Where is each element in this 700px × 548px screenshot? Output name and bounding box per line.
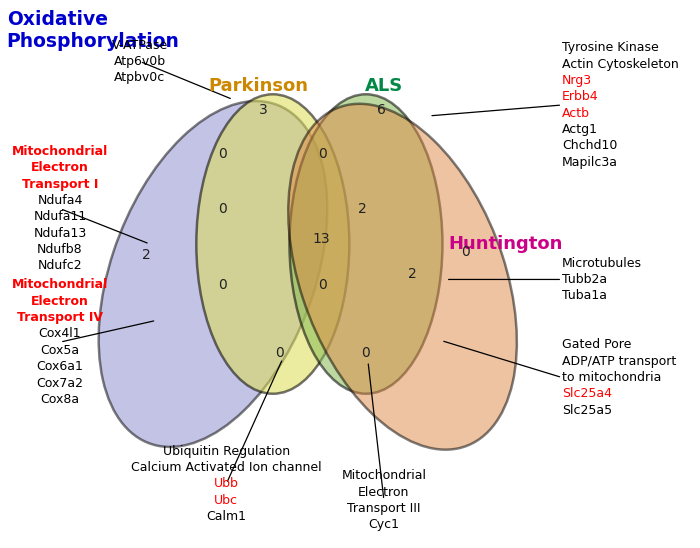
Ellipse shape	[288, 104, 517, 450]
Text: 0: 0	[318, 147, 327, 161]
Text: Cox6a1: Cox6a1	[36, 360, 83, 373]
Text: 0: 0	[218, 147, 228, 161]
Text: 2: 2	[408, 267, 417, 281]
Text: Actg1: Actg1	[562, 123, 598, 136]
Text: Atpbv0c: Atpbv0c	[114, 71, 165, 84]
Text: Mitochondrial: Mitochondrial	[12, 145, 108, 158]
Text: Cox7a2: Cox7a2	[36, 376, 83, 390]
Text: Atp6v0b: Atp6v0b	[113, 55, 166, 68]
Text: Slc25a5: Slc25a5	[562, 404, 612, 417]
Text: Transport I: Transport I	[22, 178, 98, 191]
Text: ALS: ALS	[365, 77, 403, 95]
Text: Actb: Actb	[562, 107, 590, 119]
Text: 6: 6	[377, 104, 386, 117]
Text: 0: 0	[275, 346, 284, 360]
Text: Ndufa13: Ndufa13	[34, 227, 87, 239]
Text: ADP/ATP transport: ADP/ATP transport	[562, 355, 676, 368]
Text: Gated Pore: Gated Pore	[562, 338, 631, 351]
Text: V-ATPase: V-ATPase	[112, 38, 168, 52]
Text: Microtubules: Microtubules	[562, 256, 642, 270]
Text: Actin Cytoskeleton: Actin Cytoskeleton	[562, 58, 679, 71]
Ellipse shape	[196, 94, 349, 394]
Text: Ubc: Ubc	[214, 494, 238, 507]
Text: Parkinson: Parkinson	[208, 77, 308, 95]
Text: Tyrosine Kinase: Tyrosine Kinase	[562, 41, 659, 54]
Text: Electron: Electron	[358, 486, 410, 499]
Text: 0: 0	[461, 245, 470, 259]
Ellipse shape	[290, 94, 442, 394]
Text: 0: 0	[218, 278, 228, 292]
Text: Cox8a: Cox8a	[41, 393, 80, 406]
Text: Transport III: Transport III	[347, 502, 421, 515]
Text: Ndufa4: Ndufa4	[37, 194, 83, 207]
Text: Tubb2a: Tubb2a	[562, 273, 608, 286]
Text: Ndufb8: Ndufb8	[37, 243, 83, 256]
Text: 3: 3	[258, 104, 267, 117]
Text: Chchd10: Chchd10	[562, 139, 617, 152]
Text: Nrg3: Nrg3	[562, 74, 592, 87]
Text: Ndufa11: Ndufa11	[34, 210, 87, 223]
Text: Erbb4: Erbb4	[562, 90, 598, 104]
Text: Cox4l1: Cox4l1	[38, 328, 81, 340]
Text: Cox5a: Cox5a	[41, 344, 80, 357]
Text: Tuba1a: Tuba1a	[562, 289, 607, 302]
Text: 13: 13	[313, 232, 330, 246]
Text: Mapilc3a: Mapilc3a	[562, 156, 618, 169]
Text: Calcium Activated Ion channel: Calcium Activated Ion channel	[131, 461, 321, 474]
Text: Slc25a4: Slc25a4	[562, 387, 612, 401]
Text: 0: 0	[362, 346, 370, 360]
Text: 2: 2	[358, 202, 367, 215]
Text: Mitochondrial: Mitochondrial	[12, 278, 108, 292]
Text: Huntington: Huntington	[449, 235, 563, 253]
Text: 0: 0	[318, 278, 327, 292]
Text: 2: 2	[142, 248, 150, 262]
Text: Mitochondrial: Mitochondrial	[342, 469, 426, 482]
Text: Oxidative
Phosphorylation: Oxidative Phosphorylation	[7, 9, 180, 50]
Text: Electron: Electron	[31, 161, 89, 174]
Text: Calm1: Calm1	[206, 510, 246, 523]
Text: Electron: Electron	[31, 295, 89, 308]
Text: Ubb: Ubb	[214, 477, 239, 490]
Text: Ubiquitin Regulation: Ubiquitin Regulation	[162, 444, 290, 458]
Text: to mitochondria: to mitochondria	[562, 371, 662, 384]
Text: Ndufc2: Ndufc2	[38, 259, 83, 272]
Text: Transport IV: Transport IV	[17, 311, 103, 324]
Text: 0: 0	[218, 202, 228, 215]
Text: Cyc1: Cyc1	[368, 518, 400, 532]
Ellipse shape	[99, 101, 328, 447]
